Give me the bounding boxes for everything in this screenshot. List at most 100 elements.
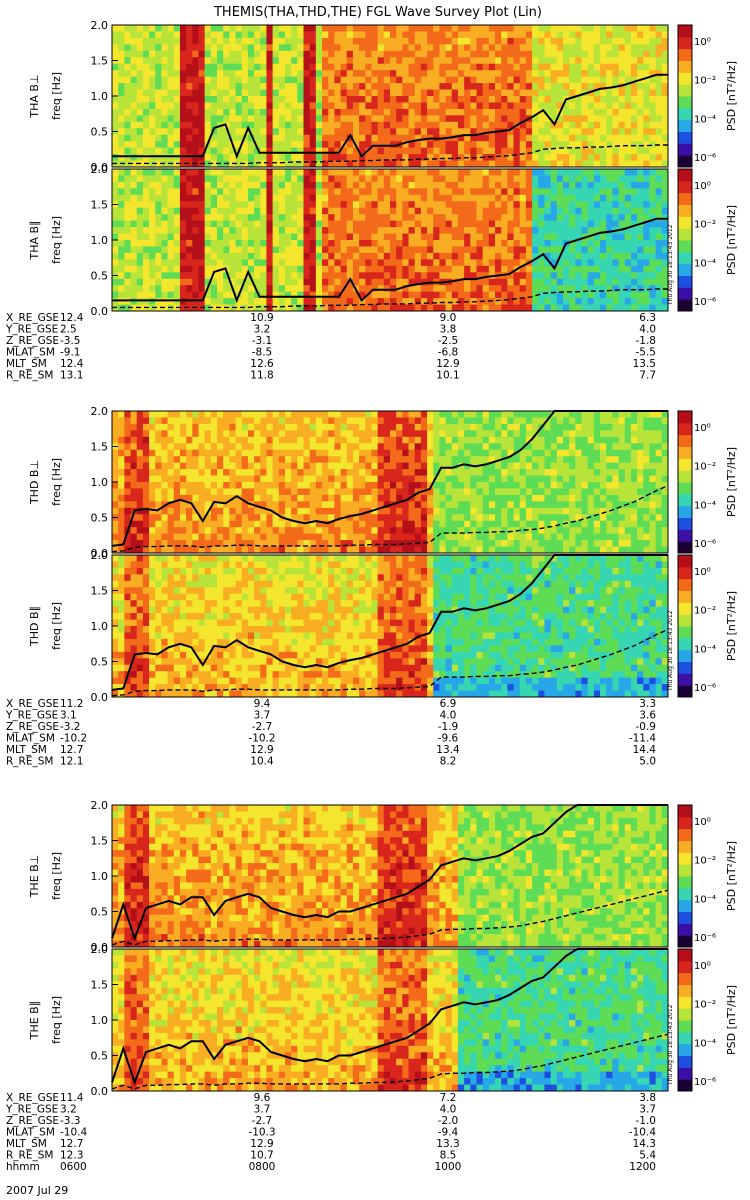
spectrogram-cell xyxy=(408,50,416,58)
spectrogram-cell xyxy=(284,449,292,457)
spectrogram-cell xyxy=(538,181,545,189)
spectrogram-cell xyxy=(390,128,397,136)
ephemeris-value: -6.8 xyxy=(438,347,459,359)
spectrogram-cell xyxy=(161,417,168,425)
spectrogram-cell xyxy=(173,456,181,464)
spectrogram-cell xyxy=(495,63,502,71)
spectrogram-cell xyxy=(241,430,249,438)
spectrogram-cell xyxy=(476,304,484,312)
spectrogram-cell xyxy=(112,214,119,222)
spectrogram-cell xyxy=(383,31,391,39)
spectrogram-cell xyxy=(167,50,175,58)
spectrogram-cell xyxy=(161,201,168,209)
spectrogram-cell xyxy=(124,44,131,52)
spectrogram-cell xyxy=(241,96,249,103)
spectrogram-cell xyxy=(624,252,632,260)
spectrogram-cell xyxy=(217,456,224,464)
spectrogram-cell xyxy=(630,272,638,280)
spectrogram-cell xyxy=(414,291,422,299)
spectrogram-cell xyxy=(179,147,187,155)
spectrogram-cell xyxy=(235,154,243,161)
spectrogram-cell xyxy=(476,141,484,149)
spectrogram-cell xyxy=(556,37,564,45)
spectrogram-cell xyxy=(600,304,607,312)
spectrogram-cell xyxy=(593,89,601,97)
spectrogram-cell xyxy=(414,259,422,267)
spectrogram-cell xyxy=(519,37,527,45)
spectrogram-cell xyxy=(562,214,570,222)
spectrogram-cell xyxy=(402,214,409,222)
spectrogram-cell xyxy=(532,181,539,189)
spectrogram-cell xyxy=(204,501,212,509)
spectrogram-cell xyxy=(544,108,552,116)
colorbar-swatch xyxy=(678,96,692,109)
spectrogram-cell xyxy=(488,115,496,123)
spectrogram-cell xyxy=(352,423,360,431)
spectrogram-cell xyxy=(359,462,366,470)
spectrogram-cell xyxy=(532,44,539,52)
spectrogram-cell xyxy=(581,147,589,155)
spectrogram-cell xyxy=(272,70,280,78)
spectrogram-cell xyxy=(618,128,626,136)
spectrogram-cell xyxy=(624,194,632,202)
spectrogram-cell xyxy=(532,141,539,149)
spectrogram-cell xyxy=(587,31,595,39)
spectrogram-cell xyxy=(303,207,311,215)
spectrogram-cell xyxy=(284,50,292,58)
spectrogram-cell xyxy=(297,488,304,496)
spectrogram-cell xyxy=(649,57,657,65)
spectrogram-cell xyxy=(624,70,632,78)
spectrogram-cell xyxy=(254,121,261,129)
spectrogram-cell xyxy=(377,194,385,202)
spectrogram-cell xyxy=(303,102,311,110)
spectrogram-cell xyxy=(359,147,366,155)
spectrogram-cell xyxy=(118,121,125,129)
spectrogram-cell xyxy=(266,411,274,418)
stamp-label: Thu Aug 30 18:13:43 2012 xyxy=(667,224,674,306)
spectrogram-cell xyxy=(247,443,255,451)
spectrogram-cell xyxy=(575,240,582,247)
spectrogram-cell xyxy=(359,436,366,444)
spectrogram-cell xyxy=(173,546,181,554)
spectrogram-cell xyxy=(643,285,650,293)
spectrogram-cell xyxy=(470,160,477,168)
spectrogram-cell xyxy=(408,259,416,267)
spectrogram-cell xyxy=(235,252,243,260)
spectrogram-cell xyxy=(402,240,409,247)
spectrogram-cell xyxy=(408,278,416,286)
spectrogram-cell xyxy=(179,160,187,168)
spectrogram-cell xyxy=(322,233,329,241)
spectrogram-cell xyxy=(204,201,212,209)
spectrogram-cell xyxy=(439,285,446,293)
spectrogram-cell xyxy=(618,141,626,149)
spectrogram-cell xyxy=(464,181,471,189)
spectrogram-cell xyxy=(359,298,366,305)
spectrogram-cell xyxy=(161,423,168,431)
spectrogram-cell xyxy=(235,272,243,280)
spectrogram-cell xyxy=(575,121,582,129)
spectrogram-cell xyxy=(587,188,595,196)
spectrogram-cell xyxy=(439,175,446,183)
spectrogram-cell xyxy=(217,214,224,222)
spectrogram-cell xyxy=(278,265,286,273)
spectrogram-cell xyxy=(439,298,446,305)
spectrogram-cell xyxy=(445,50,453,58)
spectrogram-cell xyxy=(581,134,589,142)
spectrogram-cell xyxy=(488,160,496,168)
spectrogram-cell xyxy=(186,546,193,554)
spectrogram-cell xyxy=(315,291,323,299)
spectrogram-cell xyxy=(575,70,582,78)
spectrogram-cell xyxy=(532,272,539,280)
spectrogram-cell xyxy=(420,31,428,39)
spectrogram-cell xyxy=(562,194,570,202)
spectrogram-cell xyxy=(272,175,280,183)
spectrogram-cell xyxy=(630,121,638,129)
spectrogram-cell xyxy=(235,540,243,547)
spectrogram-cell xyxy=(569,44,576,52)
spectrogram-cell xyxy=(297,475,304,483)
spectrogram-cell xyxy=(297,252,304,260)
spectrogram-cell xyxy=(402,89,409,97)
spectrogram-cell xyxy=(142,25,150,32)
spectrogram-cell xyxy=(488,246,496,254)
spectrogram-cell xyxy=(254,181,261,189)
